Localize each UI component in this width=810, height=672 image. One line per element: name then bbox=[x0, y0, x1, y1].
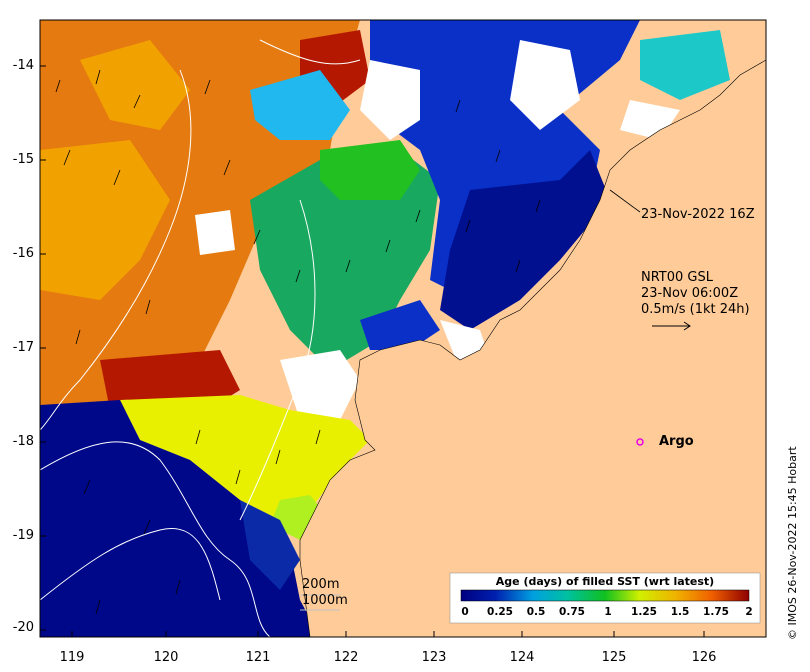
colorbar-tick: 1.25 bbox=[631, 606, 657, 618]
x-tick-label: 124 bbox=[509, 650, 535, 665]
sst-region-bright-green bbox=[320, 140, 420, 200]
sst-region-orange-light-2 bbox=[80, 40, 190, 130]
y-tick-label: -20 bbox=[12, 620, 34, 635]
colorbar-tick: 2 bbox=[745, 606, 753, 618]
sst-region-orange-light bbox=[40, 140, 170, 300]
y-tick-label: -14 bbox=[12, 58, 34, 73]
colorbar-tick: 1.75 bbox=[703, 606, 729, 618]
axis-ticks bbox=[40, 65, 705, 637]
colorbar-tick: 0.25 bbox=[487, 606, 513, 618]
colorbar-tick: 1.5 bbox=[670, 606, 690, 618]
x-tick-label: 125 bbox=[601, 650, 627, 665]
no-data-patch bbox=[360, 60, 420, 140]
current-time-label: 23-Nov 06:00Z bbox=[641, 286, 739, 301]
sst-region-deep-navy bbox=[40, 400, 320, 637]
colorbar-tick: 0.5 bbox=[526, 606, 546, 618]
bathymetry-contour bbox=[40, 528, 221, 601]
x-tick-label: 123 bbox=[421, 650, 447, 665]
annotation-time: 23-Nov-2022 16Z bbox=[641, 207, 755, 222]
argo-marker[interactable] bbox=[636, 438, 644, 446]
sst-region-deep-navy-2 bbox=[240, 500, 300, 590]
bathymetry-contour bbox=[40, 441, 271, 637]
x-tick-label: 121 bbox=[245, 650, 271, 665]
bathymetry-contour bbox=[40, 69, 192, 431]
y-tick-label: -19 bbox=[12, 528, 34, 543]
contour-1000-label: 1000m bbox=[302, 593, 348, 608]
x-tick-label: 119 bbox=[59, 650, 85, 665]
no-data-patch bbox=[280, 350, 360, 420]
y-tick-label: -17 bbox=[12, 340, 34, 355]
colorbar-tick: 1 bbox=[604, 606, 612, 618]
x-tick-label: 122 bbox=[333, 650, 359, 665]
colorbar bbox=[460, 589, 750, 602]
current-model-label: NRT00 GSL bbox=[641, 270, 713, 285]
no-data-patch bbox=[195, 210, 235, 255]
map-frame bbox=[39, 19, 767, 638]
bathymetry-contour bbox=[259, 39, 361, 65]
y-tick-label: -15 bbox=[12, 152, 34, 167]
sst-region-blue-2 bbox=[360, 300, 440, 350]
coastline-land bbox=[299, 59, 766, 637]
sst-region-cyan bbox=[250, 70, 350, 140]
sst-region-navy bbox=[440, 150, 610, 330]
bathymetry-contour bbox=[239, 199, 316, 521]
current-scale-label: 0.5m/s (1kt 24h) bbox=[641, 302, 750, 317]
sst-region-cyan-2 bbox=[640, 30, 730, 100]
legend-title: Age (days) of filled SST (wrt latest) bbox=[495, 575, 715, 588]
y-tick-label: -18 bbox=[12, 434, 34, 449]
no-data-patch bbox=[510, 40, 580, 130]
credit-label: © IMOS 26-Nov-2022 15:45 Hobart bbox=[786, 446, 799, 640]
contour-200-label: 200m bbox=[302, 577, 340, 592]
current-vectors bbox=[55, 69, 641, 615]
y-tick-label: -16 bbox=[12, 246, 34, 261]
colorbar-tick: 0.75 bbox=[559, 606, 585, 618]
colorbar-tick: 0 bbox=[461, 606, 469, 618]
current-scale-arrow bbox=[652, 321, 691, 331]
x-tick-label: 126 bbox=[691, 650, 717, 665]
argo-label: Argo bbox=[659, 434, 694, 449]
x-tick-label: 120 bbox=[153, 650, 179, 665]
sst-region-yellow bbox=[120, 395, 370, 520]
